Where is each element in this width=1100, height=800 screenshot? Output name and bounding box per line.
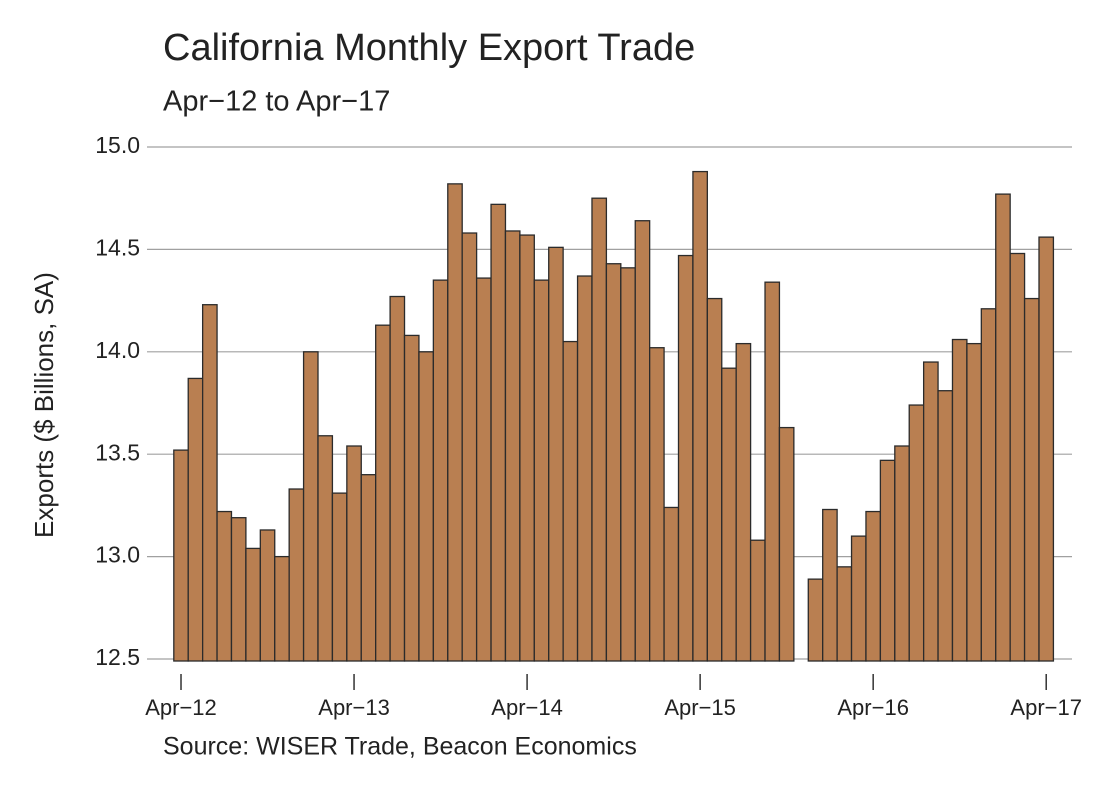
x-tick-label: Apr−13: [318, 695, 390, 720]
bar: [677, 254, 694, 662]
bar: [519, 234, 535, 662]
bar: [692, 170, 708, 662]
bar: [995, 193, 1011, 662]
bar: [649, 347, 665, 662]
bar: [360, 474, 377, 662]
y-tick-label: 14.0: [95, 337, 140, 363]
bar: [966, 342, 982, 662]
y-tick-label: 12.5: [95, 644, 140, 670]
bar: [548, 246, 564, 662]
bar: [230, 517, 247, 662]
bar: [274, 555, 290, 662]
bar: [317, 435, 334, 662]
bar: [1009, 252, 1026, 662]
bar: [749, 539, 766, 662]
chart-title: California Monthly Export Trade: [163, 27, 695, 69]
bar: [721, 367, 737, 662]
bar: [634, 220, 651, 662]
bar: [216, 510, 233, 662]
bar: [201, 304, 218, 662]
y-tick-label: 13.0: [95, 542, 140, 568]
bar: [432, 279, 449, 662]
bar: [1023, 297, 1040, 662]
bar: [879, 459, 896, 662]
bar: [576, 275, 593, 662]
bar: [245, 547, 261, 662]
bar: [735, 342, 752, 662]
x-tick-label: Apr−14: [491, 695, 563, 720]
bar: [490, 203, 507, 662]
bar: [389, 295, 406, 662]
bar: [591, 197, 608, 662]
bar: [346, 445, 362, 662]
bar: [187, 377, 204, 662]
bar: [403, 334, 420, 662]
bar: [605, 263, 622, 662]
bar: [1038, 236, 1055, 662]
x-tick-label: Apr−17: [1010, 695, 1082, 720]
x-tick-label: Apr−12: [145, 695, 217, 720]
bar: [836, 566, 853, 662]
bar: [850, 535, 867, 662]
y-tick-label: 14.5: [95, 234, 140, 260]
bar: [288, 488, 305, 662]
bar: [778, 426, 795, 662]
bar: [461, 232, 478, 662]
source-note: Source: WISER Trade, Beacon Economics: [163, 733, 637, 761]
bar: [922, 361, 939, 662]
y-tick-label: 15.0: [95, 132, 140, 158]
bar: [764, 281, 781, 662]
bar: [620, 267, 636, 662]
bar: [908, 404, 925, 662]
bar: [418, 351, 435, 662]
bar: [980, 308, 997, 662]
bar: [533, 279, 550, 662]
bar: [937, 390, 954, 662]
y-axis-label: Exports ($ Billions, SA): [29, 272, 59, 538]
bar: [951, 338, 968, 662]
bar: [259, 529, 276, 662]
bar: [331, 492, 348, 662]
x-tick-label: Apr−16: [837, 695, 909, 720]
bar: [375, 324, 391, 662]
bar: [302, 351, 319, 662]
bar: [894, 445, 910, 662]
bar: [447, 183, 463, 662]
y-tick-label: 13.5: [95, 439, 140, 465]
bar: [706, 297, 723, 662]
bar: [475, 277, 492, 662]
bar: [663, 506, 680, 662]
x-tick-label: Apr−15: [664, 695, 736, 720]
chart-subtitle: Apr−12 to Apr−17: [163, 86, 390, 118]
bar: [822, 508, 838, 662]
bar: [865, 510, 882, 662]
bar: [562, 340, 579, 662]
bar: [807, 578, 824, 662]
bar: [504, 230, 521, 662]
bar: [173, 449, 189, 662]
